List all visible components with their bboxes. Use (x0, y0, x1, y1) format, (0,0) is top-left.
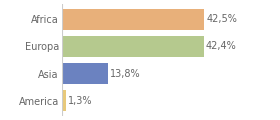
Text: 42,5%: 42,5% (206, 14, 237, 24)
Bar (62, 63, 108, 84)
Text: 13,8%: 13,8% (110, 69, 140, 79)
Bar (62, 90, 66, 111)
Bar (62, 36, 204, 57)
Text: 1,3%: 1,3% (68, 96, 92, 106)
Text: 42,4%: 42,4% (206, 41, 237, 51)
Bar (62, 9, 204, 30)
